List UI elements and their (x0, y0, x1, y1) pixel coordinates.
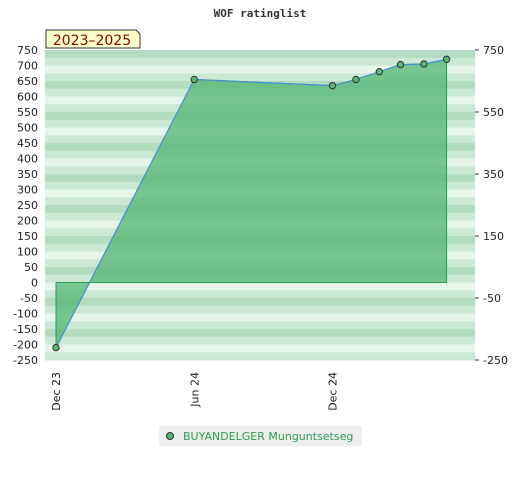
background-stripe (45, 50, 475, 59)
y-tick-label: 250 (17, 199, 38, 212)
background-stripe (45, 352, 475, 361)
data-point (52, 343, 60, 352)
right-axis: 750 550 350 150 -50 -250 (475, 44, 508, 367)
y-tick-label: -50 (20, 292, 38, 305)
data-point (420, 60, 428, 68)
data-point (328, 81, 337, 90)
background-stripe (45, 298, 475, 307)
y-tick-label: 150 (17, 230, 38, 243)
data-point (396, 60, 405, 69)
period-badge-box (45, 29, 141, 49)
left-axis: 7507006506005505004504003503002502001501… (13, 44, 38, 367)
y-tick-label: 200 (17, 215, 38, 228)
background-stripe (45, 344, 475, 353)
legend-marker (166, 432, 174, 440)
y-tick-label: 350 (17, 168, 38, 181)
y2-tick-label: -50 (483, 292, 501, 305)
y2-tick-label: 350 (483, 168, 504, 181)
background-stripe (45, 57, 475, 66)
y-tick-label: 100 (17, 246, 38, 259)
period-badge-label: 2023–2025 (53, 33, 131, 49)
y-tick-label: -150 (13, 323, 38, 336)
y-tick-label: 650 (17, 75, 38, 88)
y-tick-label: 500 (17, 122, 38, 135)
y-tick-label: 300 (17, 184, 38, 197)
y-tick-label: -250 (13, 354, 38, 367)
y-tick-label: -100 (13, 308, 38, 321)
y2-tick-label: 750 (483, 44, 504, 57)
data-point (442, 55, 451, 63)
data-point (375, 68, 384, 76)
y-tick-label: 0 (31, 277, 38, 290)
chart-title: WOF ratinglist (214, 7, 307, 20)
background-stripe (45, 305, 475, 314)
y-tick-label: 550 (17, 106, 38, 119)
background-stripe (45, 282, 475, 291)
legend-box (159, 426, 362, 446)
y2-tick-label: 150 (483, 230, 504, 243)
y-tick-label: 450 (17, 137, 38, 150)
series-line (55, 58, 447, 348)
period-badge: 2023–2025 (45, 29, 141, 49)
x-tick-label: Dec 23 (50, 372, 63, 411)
background-stripe (45, 73, 475, 82)
background-stripe (45, 321, 475, 330)
y-tick-label: 50 (24, 261, 38, 274)
legend-label: BUYANDELGER Munguntsetseg (183, 430, 353, 443)
y2-tick-label: 550 (483, 106, 504, 119)
background-stripe (45, 336, 475, 345)
x-tick-label: Jun 24 (188, 372, 201, 408)
background-stripe (45, 313, 475, 322)
y-tick-label: 600 (17, 91, 38, 104)
background-stripe (45, 329, 475, 338)
y-tick-label: 400 (17, 153, 38, 166)
x-axis: Dec 23 Jun 24 Dec 24 (50, 372, 340, 411)
y-tick-label: 750 (17, 44, 38, 57)
y-tick-label: -200 (13, 339, 38, 352)
x-tick-label: Dec 24 (327, 372, 340, 411)
data-point (190, 75, 198, 84)
data-point (352, 75, 360, 84)
background-stripe (45, 65, 475, 74)
series-layer (52, 55, 451, 352)
y-tick-label: 700 (17, 60, 38, 73)
background-stripe (45, 290, 475, 299)
legend: BUYANDELGER Munguntsetseg (159, 426, 362, 446)
y2-tick-label: -250 (483, 354, 508, 367)
